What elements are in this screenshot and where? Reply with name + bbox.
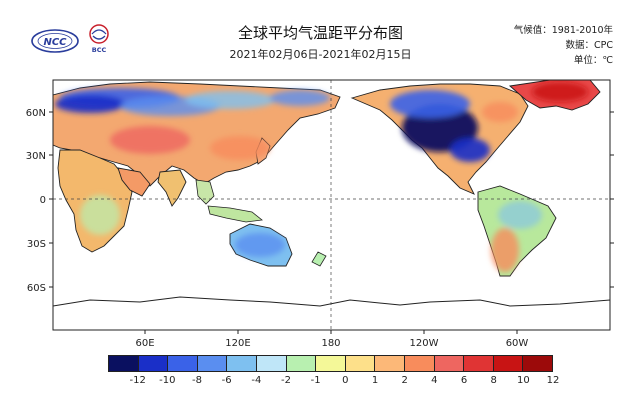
legend-swatch bbox=[464, 356, 494, 371]
legend-label: -1 bbox=[310, 375, 321, 386]
lat-label-60s: 60S bbox=[27, 283, 46, 294]
lon-label-60w: 60W bbox=[506, 338, 529, 349]
svg-text:BCC: BCC bbox=[92, 46, 107, 54]
lat-axis: 60N 30N 0 30S 60S bbox=[26, 108, 614, 294]
anomaly-overlay bbox=[55, 82, 588, 272]
legend-label: 8 bbox=[490, 375, 497, 386]
lon-label-180: 180 bbox=[321, 338, 340, 349]
lat-label-30n: 30N bbox=[26, 151, 46, 162]
legend-label: -6 bbox=[221, 375, 232, 386]
legend-label: 4 bbox=[431, 375, 438, 386]
antarctica-coast bbox=[53, 296, 610, 330]
indonesia-land bbox=[207, 205, 263, 223]
date-range: 2021年02月06日-2021年02月15日 bbox=[229, 48, 412, 61]
legend-swatch bbox=[493, 356, 524, 371]
legend-label: -8 bbox=[192, 375, 202, 386]
legend-label: -10 bbox=[159, 375, 176, 386]
color-legend bbox=[108, 355, 553, 372]
legend-label: -12 bbox=[129, 375, 146, 386]
svg-text:NCC: NCC bbox=[43, 37, 67, 48]
legend-swatch bbox=[316, 356, 346, 371]
legend-label: 12 bbox=[546, 375, 560, 386]
legend-swatch bbox=[168, 356, 198, 371]
baseline-label: 气候值：1981-2010年 bbox=[513, 25, 613, 36]
lon-label-120e: 120E bbox=[225, 338, 250, 349]
lon-axis: 60E 120E 180 120W 60W bbox=[135, 330, 528, 349]
legend-swatch bbox=[523, 356, 552, 371]
bcc-logo: BCC bbox=[89, 24, 109, 54]
lat-label-60n: 60N bbox=[26, 108, 46, 119]
seasia-land bbox=[195, 179, 215, 205]
legend-swatch bbox=[345, 356, 376, 371]
legend-label: -2 bbox=[281, 375, 291, 386]
legend-swatch bbox=[109, 356, 139, 371]
ncc-logo: NCC bbox=[31, 29, 79, 53]
legend-label: 6 bbox=[460, 375, 468, 386]
legend-swatch bbox=[286, 356, 317, 371]
arabia-land bbox=[117, 167, 151, 197]
lat-label-30s: 30S bbox=[27, 239, 46, 250]
map-title: 全球平均气温距平分布图 bbox=[237, 24, 403, 42]
legend-label: 0 bbox=[342, 375, 349, 386]
legend-swatch bbox=[197, 356, 228, 371]
legend-swatch bbox=[434, 356, 465, 371]
legend-label: -4 bbox=[251, 375, 262, 386]
source-label: 数据：CPC bbox=[565, 40, 614, 51]
lat-label-0: 0 bbox=[40, 195, 46, 206]
newzealand-land bbox=[311, 251, 327, 267]
unit-label: 单位：℃ bbox=[573, 55, 613, 66]
legend-label: 2 bbox=[401, 375, 408, 386]
legend-labels: -12 -10 -8 -6 -4 -2 -1 0 1 2 4 6 8 10 12 bbox=[108, 375, 559, 389]
legend-swatch bbox=[375, 356, 405, 371]
legend-swatch bbox=[404, 356, 435, 371]
lon-label-120w: 120W bbox=[410, 338, 439, 349]
india-land bbox=[157, 169, 187, 207]
legend-label: 1 bbox=[371, 375, 379, 386]
legend-swatch bbox=[227, 356, 257, 371]
legend-swatch bbox=[256, 356, 287, 371]
legend-swatch bbox=[138, 356, 169, 371]
lon-label-60e: 60E bbox=[135, 338, 154, 349]
legend-label: 10 bbox=[516, 375, 530, 386]
